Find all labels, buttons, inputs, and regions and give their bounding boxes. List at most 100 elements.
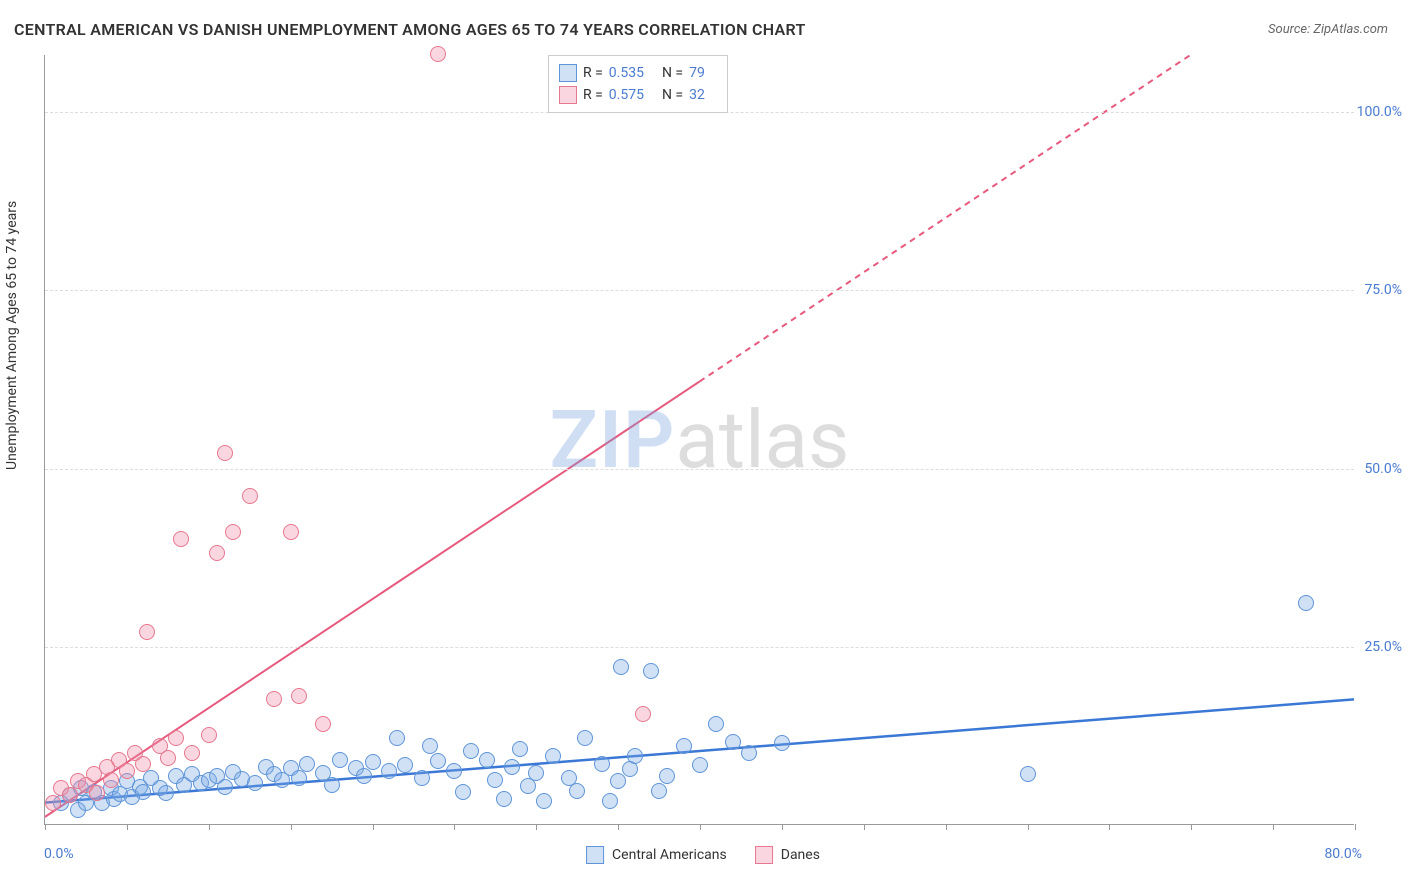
watermark: ZIPatlas <box>550 393 850 487</box>
data-point <box>613 659 629 675</box>
data-point <box>577 730 593 746</box>
legend-swatch <box>559 86 577 104</box>
data-point <box>299 756 315 772</box>
chart-title: CENTRAL AMERICAN VS DANISH UNEMPLOYMENT … <box>14 20 806 39</box>
x-tick <box>1028 824 1029 830</box>
legend-label: Danes <box>781 847 820 863</box>
data-point <box>643 663 659 679</box>
data-point <box>217 779 233 795</box>
legend-item: Central Americans <box>586 846 727 864</box>
trendline <box>45 382 700 817</box>
legend-label: Central Americans <box>612 847 727 863</box>
data-point <box>135 784 151 800</box>
data-point <box>774 735 790 751</box>
data-point <box>103 772 119 788</box>
data-point <box>291 770 307 786</box>
x-axis-max-label: 80.0% <box>1324 846 1362 862</box>
data-point <box>62 787 78 803</box>
trendlines-layer <box>45 55 1354 824</box>
data-point <box>217 445 233 461</box>
x-tick <box>127 824 128 830</box>
data-point <box>1298 595 1314 611</box>
data-point <box>602 793 618 809</box>
data-point <box>430 46 446 62</box>
y-axis-label: Unemployment Among Ages 65 to 74 years <box>4 201 20 470</box>
data-point <box>725 734 741 750</box>
watermark-atlas: atlas <box>675 393 849 487</box>
data-point <box>520 778 536 794</box>
x-tick <box>291 824 292 830</box>
data-point <box>139 624 155 640</box>
gridline <box>45 469 1354 470</box>
data-point <box>479 752 495 768</box>
legend-swatch <box>755 846 773 864</box>
data-point <box>381 763 397 779</box>
data-point <box>676 738 692 754</box>
data-point <box>225 524 241 540</box>
data-point <box>430 753 446 769</box>
data-point <box>487 772 503 788</box>
stats-n-value: 79 <box>689 65 705 81</box>
legend-swatch <box>559 64 577 82</box>
x-tick <box>1109 824 1110 830</box>
trendline <box>45 699 1354 802</box>
data-point <box>708 716 724 732</box>
data-point <box>168 730 184 746</box>
data-point <box>414 770 430 786</box>
stats-legend-row: R =0.535N =79 <box>559 62 717 84</box>
stats-legend: R =0.535N =79R = 0.575 N = 32 <box>548 55 728 113</box>
stats-n-label: N = <box>662 87 683 103</box>
y-tick-label: 75.0% <box>1364 282 1402 298</box>
data-point <box>610 773 626 789</box>
x-tick <box>1355 824 1356 830</box>
data-point <box>247 775 263 791</box>
x-tick <box>209 824 210 830</box>
data-point <box>389 730 405 746</box>
scatter-plot-area: ZIPatlas 25.0%50.0%75.0%100.0% <box>44 55 1354 825</box>
watermark-zip: ZIP <box>550 393 676 487</box>
gridline <box>45 647 1354 648</box>
stats-r-label: R = <box>583 65 603 81</box>
data-point <box>627 748 643 764</box>
data-point <box>173 531 189 547</box>
x-tick <box>700 824 701 830</box>
x-tick <box>782 824 783 830</box>
x-tick <box>45 824 46 830</box>
y-tick-label: 25.0% <box>1364 639 1402 655</box>
y-tick-label: 50.0% <box>1364 461 1402 477</box>
x-axis-origin-label: 0.0% <box>44 846 74 862</box>
data-point <box>1020 766 1036 782</box>
stats-r-value: 0.575 <box>609 87 644 103</box>
data-point <box>266 691 282 707</box>
legend-item: Danes <box>755 846 820 864</box>
data-point <box>741 745 757 761</box>
x-tick <box>946 824 947 830</box>
data-point <box>160 750 176 766</box>
series-legend: Central Americans Danes <box>586 846 820 864</box>
data-point <box>545 748 561 764</box>
data-point <box>89 785 105 801</box>
data-point <box>463 743 479 759</box>
source-attribution: Source: ZipAtlas.com <box>1268 22 1388 37</box>
data-point <box>455 784 471 800</box>
data-point <box>332 752 348 768</box>
x-tick <box>618 824 619 830</box>
data-point <box>291 688 307 704</box>
x-tick <box>373 824 374 830</box>
x-tick <box>454 824 455 830</box>
data-point <box>135 756 151 772</box>
trendline-dashed <box>700 55 1191 382</box>
data-point <box>446 763 462 779</box>
x-tick <box>1273 824 1274 830</box>
data-point <box>201 727 217 743</box>
data-point <box>635 706 651 722</box>
stats-n-value: 32 <box>689 87 705 103</box>
data-point <box>569 783 585 799</box>
data-point <box>158 785 174 801</box>
data-point <box>209 545 225 561</box>
data-point <box>356 768 372 784</box>
gridline <box>45 290 1354 291</box>
data-point <box>315 716 331 732</box>
legend-swatch <box>586 846 604 864</box>
x-tick <box>1191 824 1192 830</box>
